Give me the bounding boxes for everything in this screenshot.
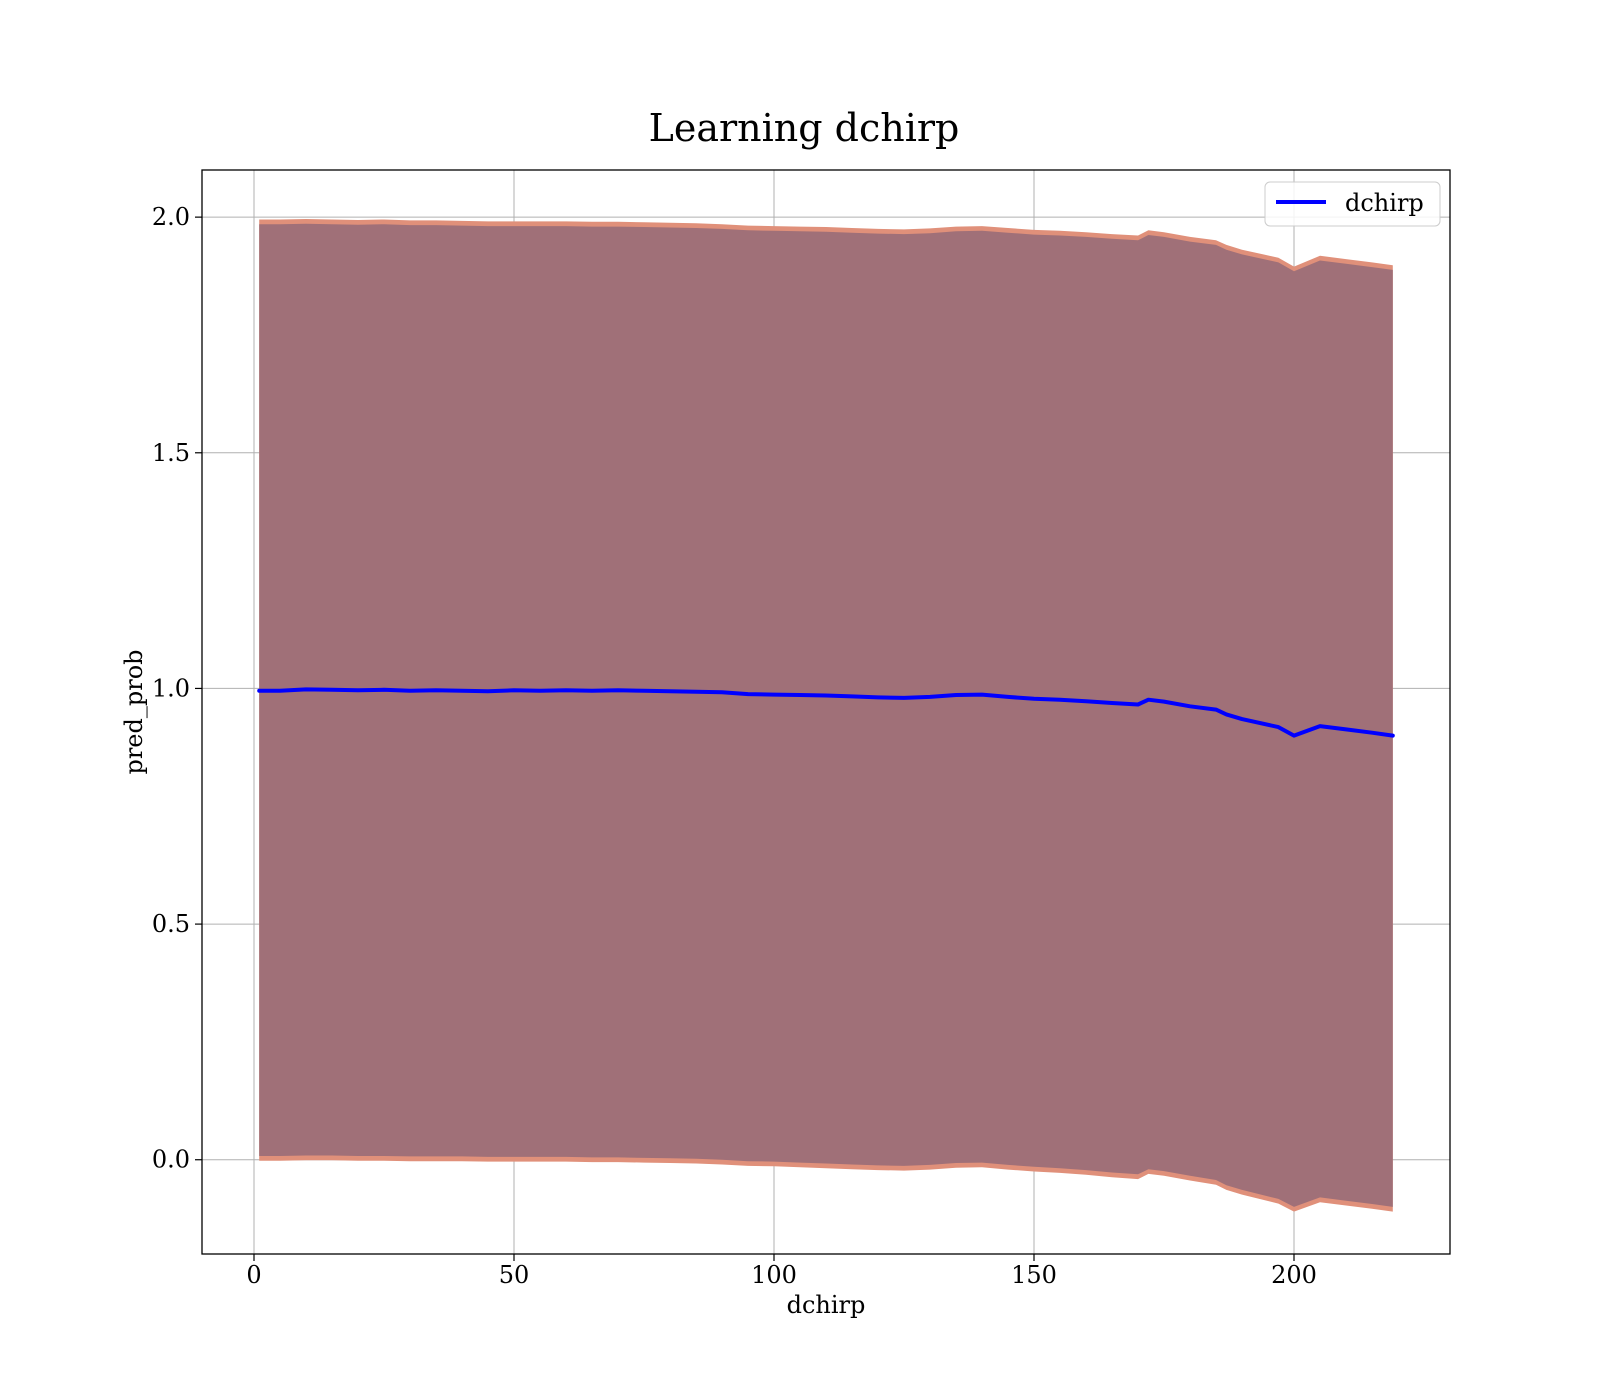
y-tick-label: 1.0	[152, 674, 190, 702]
y-axis-ticks: 0.0 0.5 1.0 1.5 2.0	[152, 203, 202, 1174]
chart-title: Learning dchirp	[649, 106, 960, 150]
y-tick-label: 1.5	[152, 439, 190, 467]
plot-frame	[201, 169, 1451, 1255]
band-inner	[259, 223, 1393, 1207]
y-tick-label: 2.0	[152, 203, 190, 231]
legend: dchirp	[1264, 181, 1441, 227]
x-tick-label: 200	[1271, 1261, 1317, 1289]
legend-box	[1264, 181, 1441, 227]
legend-label-dchirp: dchirp	[1345, 189, 1424, 217]
x-tick-label: 50	[499, 1261, 530, 1289]
x-axis-label: dchirp	[787, 1291, 866, 1319]
y-tick-label: 0.0	[152, 1146, 190, 1174]
series-line-dchirp	[257, 687, 1395, 738]
x-tick-label: 0	[246, 1261, 261, 1289]
confidence-bands	[259, 219, 1393, 1212]
y-axis-label: pred_prob	[120, 649, 148, 774]
x-tick-label: 100	[751, 1261, 797, 1289]
y-tick-label: 0.5	[152, 910, 190, 938]
x-tick-label: 150	[1011, 1261, 1057, 1289]
series-lines	[257, 687, 1395, 738]
x-axis-ticks: 0 50 100 150 200	[246, 1254, 1317, 1289]
